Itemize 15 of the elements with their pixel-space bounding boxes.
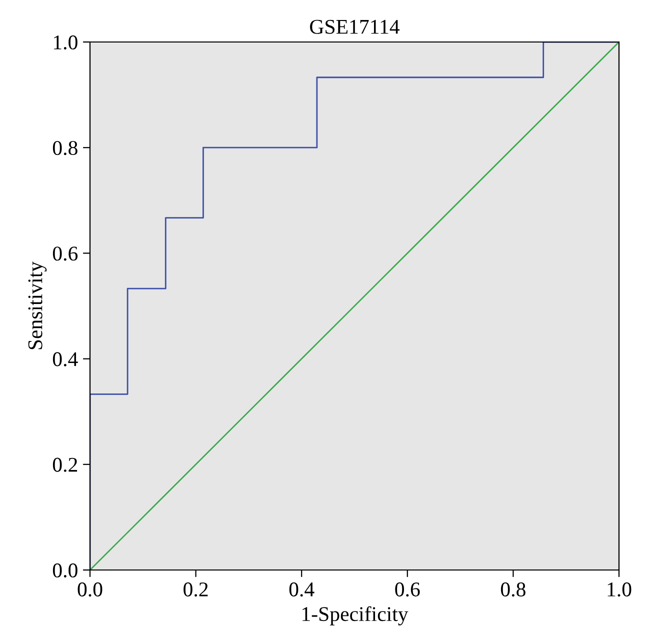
x-tick-label: 0.8 [500, 582, 526, 597]
chart-title: GSE17114 [310, 20, 400, 34]
y-axis-title: Sensitivity [28, 262, 47, 350]
y-tick-label: 0.6 [52, 246, 78, 261]
x-axis-title: 1-Specificity [302, 606, 408, 626]
x-tick-label: 1.0 [608, 582, 632, 597]
y-tick-label: 0.4 [52, 352, 78, 366]
y-tick-label: 0.2 [52, 458, 78, 472]
y-tick-label: 1.0 [54, 35, 78, 50]
x-tick-label: 0.0 [78, 582, 102, 597]
y-tick-label: 0.8 [52, 140, 78, 156]
x-tick-label: 0.6 [395, 582, 420, 597]
y-tick-label: 0.0 [52, 563, 78, 578]
x-tick-label: 0.4 [289, 582, 314, 597]
x-tick-label: 0.2 [184, 582, 208, 597]
